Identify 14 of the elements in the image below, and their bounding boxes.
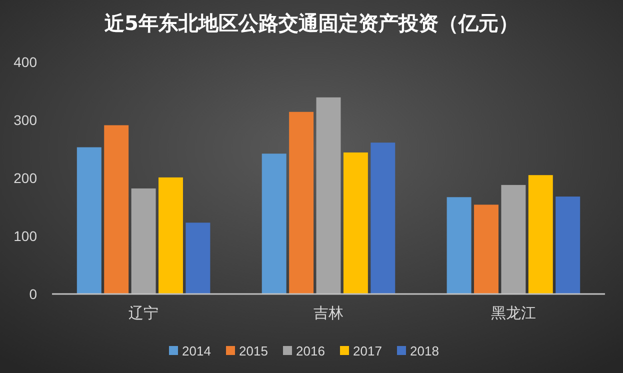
y-tick-label: 100 bbox=[14, 228, 38, 244]
chart-title: 近5年东北地区公路交通固定资产投资（亿元） bbox=[104, 11, 518, 35]
legend-label: 2014 bbox=[182, 344, 211, 359]
y-tick-label: 0 bbox=[29, 286, 38, 302]
legend-label: 2015 bbox=[239, 344, 268, 359]
x-tick-label: 吉林 bbox=[314, 304, 344, 322]
legend-label: 2017 bbox=[353, 344, 382, 359]
y-tick-label: 300 bbox=[14, 112, 38, 128]
x-tick-label: 辽宁 bbox=[128, 304, 159, 322]
y-tick-label: 400 bbox=[14, 54, 38, 70]
legend-label: 2016 bbox=[296, 344, 325, 359]
y-tick-label: 200 bbox=[14, 170, 38, 186]
legend-label: 2018 bbox=[410, 344, 439, 359]
x-tick-label: 黑龙江 bbox=[490, 304, 536, 322]
